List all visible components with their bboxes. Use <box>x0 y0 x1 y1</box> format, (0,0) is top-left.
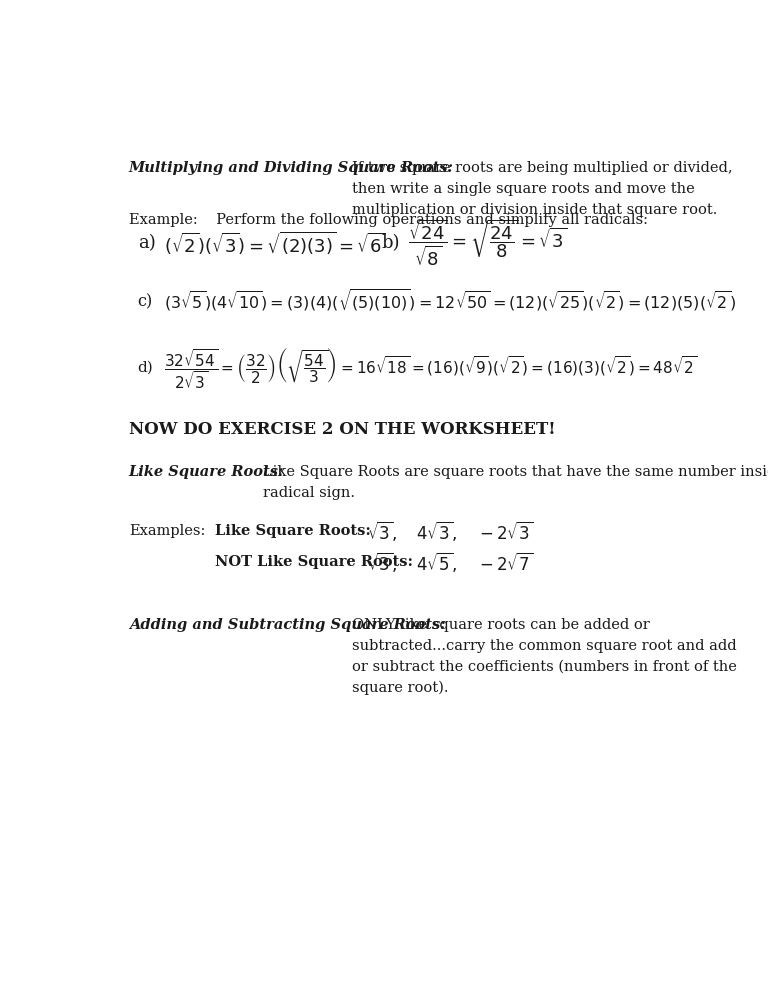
Text: Example:    Perform the following operations and simplify all radicals:: Example: Perform the following operation… <box>129 213 647 227</box>
Text: Multiplying and Dividing Square Roots:: Multiplying and Dividing Square Roots: <box>129 161 454 175</box>
Text: $\sqrt{3},\quad 4\sqrt{3},\quad -2\sqrt{3}$: $\sqrt{3},\quad 4\sqrt{3},\quad -2\sqrt{… <box>367 519 533 543</box>
Text: Like Square Roots:: Like Square Roots: <box>129 465 284 479</box>
Text: c): c) <box>137 293 153 310</box>
Text: a): a) <box>137 235 155 252</box>
Text: b): b) <box>382 235 400 252</box>
Text: If two square roots are being multiplied or divided,
then write a single square : If two square roots are being multiplied… <box>352 161 733 217</box>
Text: d): d) <box>137 361 154 375</box>
Text: $\dfrac{32\sqrt{54}}{2\sqrt{3}}=\left(\dfrac{32}{2}\right)\left(\sqrt{\dfrac{54}: $\dfrac{32\sqrt{54}}{2\sqrt{3}}=\left(\d… <box>164 346 697 391</box>
Text: Like Square Roots:: Like Square Roots: <box>215 524 371 538</box>
Text: Adding and Subtracting Square Roots:: Adding and Subtracting Square Roots: <box>129 618 445 632</box>
Text: Examples:: Examples: <box>129 524 205 538</box>
Text: $(3\sqrt{5})(4\sqrt{10})=(3)(4)(\sqrt{(5)(10)})=12\sqrt{50}=(12)(\sqrt{25})(\sqr: $(3\sqrt{5})(4\sqrt{10})=(3)(4)(\sqrt{(5… <box>164 288 737 314</box>
Text: $\sqrt{3},\quad 4\sqrt{5},\quad -2\sqrt{7}$: $\sqrt{3},\quad 4\sqrt{5},\quad -2\sqrt{… <box>367 550 533 574</box>
Text: ONLY like square roots can be added or
subtracted...carry the common square root: ONLY like square roots can be added or s… <box>352 618 737 695</box>
Text: $\dfrac{\sqrt{24}}{\sqrt{8}}=\sqrt{\dfrac{24}{8}}=\sqrt{3}$: $\dfrac{\sqrt{24}}{\sqrt{8}}=\sqrt{\dfra… <box>409 218 568 268</box>
Text: NOW DO EXERCISE 2 ON THE WORKSHEET!: NOW DO EXERCISE 2 ON THE WORKSHEET! <box>129 420 555 437</box>
Text: NOT Like Square Roots:: NOT Like Square Roots: <box>215 555 413 569</box>
Text: $(\sqrt{2})(\sqrt{3})=\sqrt{(2)(3)}=\sqrt{6}$: $(\sqrt{2})(\sqrt{3})=\sqrt{(2)(3)}=\sqr… <box>164 230 386 256</box>
Text: Like Square Roots are square roots that have the same number inside the
radical : Like Square Roots are square roots that … <box>263 465 768 500</box>
